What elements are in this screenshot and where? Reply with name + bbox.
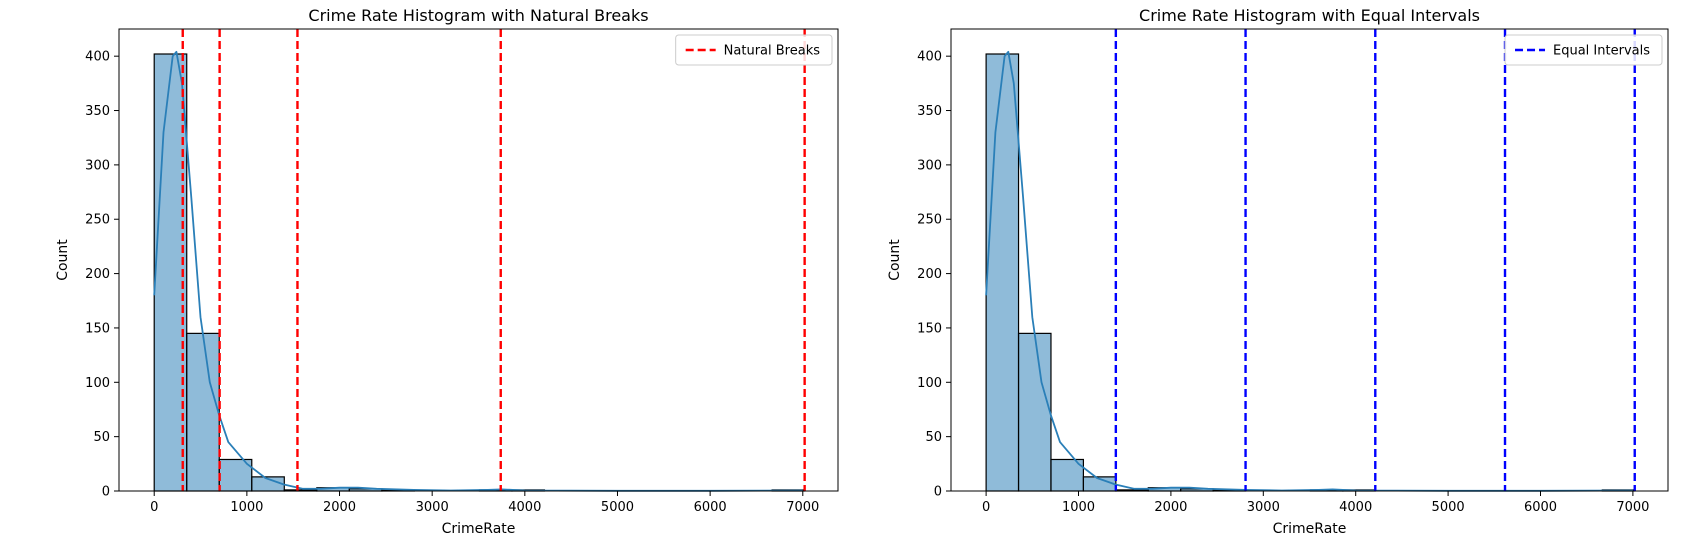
y-tick-label: 300 <box>85 158 110 173</box>
x-tick-label: 7000 <box>786 500 819 515</box>
x-tick-label: 6000 <box>1524 500 1557 515</box>
kde-line <box>153 50 803 492</box>
legend-label: Equal Intervals <box>1553 44 1650 59</box>
y-tick-label: 200 <box>917 267 942 282</box>
legend-box <box>675 34 833 66</box>
y-tick-label: 350 <box>917 104 942 119</box>
chart-title: Crime Rate Histogram with Natural Breaks <box>308 6 648 25</box>
histogram-bar <box>153 53 188 492</box>
histogram-bar <box>186 332 220 492</box>
y-tick-label: 400 <box>917 50 942 65</box>
y-tick-label: 150 <box>85 321 110 336</box>
legend: Natural Breaks <box>675 34 833 66</box>
legend-label: Natural Breaks <box>724 44 821 59</box>
legend: Equal Intervals <box>1504 34 1663 66</box>
legend-box <box>1504 34 1663 66</box>
chart-title: Crime Rate Histogram with Equal Interval… <box>1139 6 1480 25</box>
kde-line <box>985 50 1633 492</box>
histogram-bar <box>985 53 1020 492</box>
y-tick-label: 50 <box>93 430 110 445</box>
y-tick-label: 50 <box>925 430 942 445</box>
y-axis-label: Count <box>55 239 71 281</box>
chart-natural-breaks: 0 1000 2000 3000 4000 5000 6000 7000 0 50 100 150 20… <box>55 6 839 537</box>
x-tick-label: 6000 <box>694 500 727 515</box>
x-axis-label: CrimeRate <box>442 521 516 537</box>
y-tick-label: 350 <box>85 104 110 119</box>
x-tick-label: 3000 <box>416 500 449 515</box>
y-tick-label: 0 <box>102 485 110 500</box>
x-tick-label: 1000 <box>1062 500 1095 515</box>
y-tick-label: 300 <box>917 158 942 173</box>
y-tick-label: 400 <box>85 50 110 65</box>
x-tick-label: 5000 <box>1432 500 1465 515</box>
x-tick-label: 0 <box>982 500 990 515</box>
axes-frame <box>950 28 1669 492</box>
y-axis-label: Count <box>887 239 903 281</box>
y-tick-label: 0 <box>934 485 942 500</box>
x-tick-label: 3000 <box>1247 500 1280 515</box>
y-tick-label: 150 <box>917 321 942 336</box>
x-tick-label: 0 <box>150 500 158 515</box>
chart-equal-intervals: 0 1000 2000 3000 4000 5000 6000 7000 0 50 100 150 20… <box>887 6 1669 537</box>
x-axis-label: CrimeRate <box>1273 521 1347 537</box>
x-tick-label: 4000 <box>508 500 541 515</box>
y-tick-label: 100 <box>917 376 942 391</box>
x-tick-label: 1000 <box>230 500 263 515</box>
y-tick-label: 250 <box>85 213 110 228</box>
x-tick-label: 5000 <box>601 500 634 515</box>
histogram-bar <box>1017 332 1052 492</box>
y-tick-label: 100 <box>85 376 110 391</box>
axes-frame <box>118 28 839 492</box>
x-tick-label: 2000 <box>323 500 356 515</box>
x-tick-label: 4000 <box>1339 500 1372 515</box>
x-tick-label: 7000 <box>1616 500 1649 515</box>
x-tick-label: 2000 <box>1154 500 1187 515</box>
y-tick-label: 250 <box>917 213 942 228</box>
y-tick-label: 200 <box>85 267 110 282</box>
